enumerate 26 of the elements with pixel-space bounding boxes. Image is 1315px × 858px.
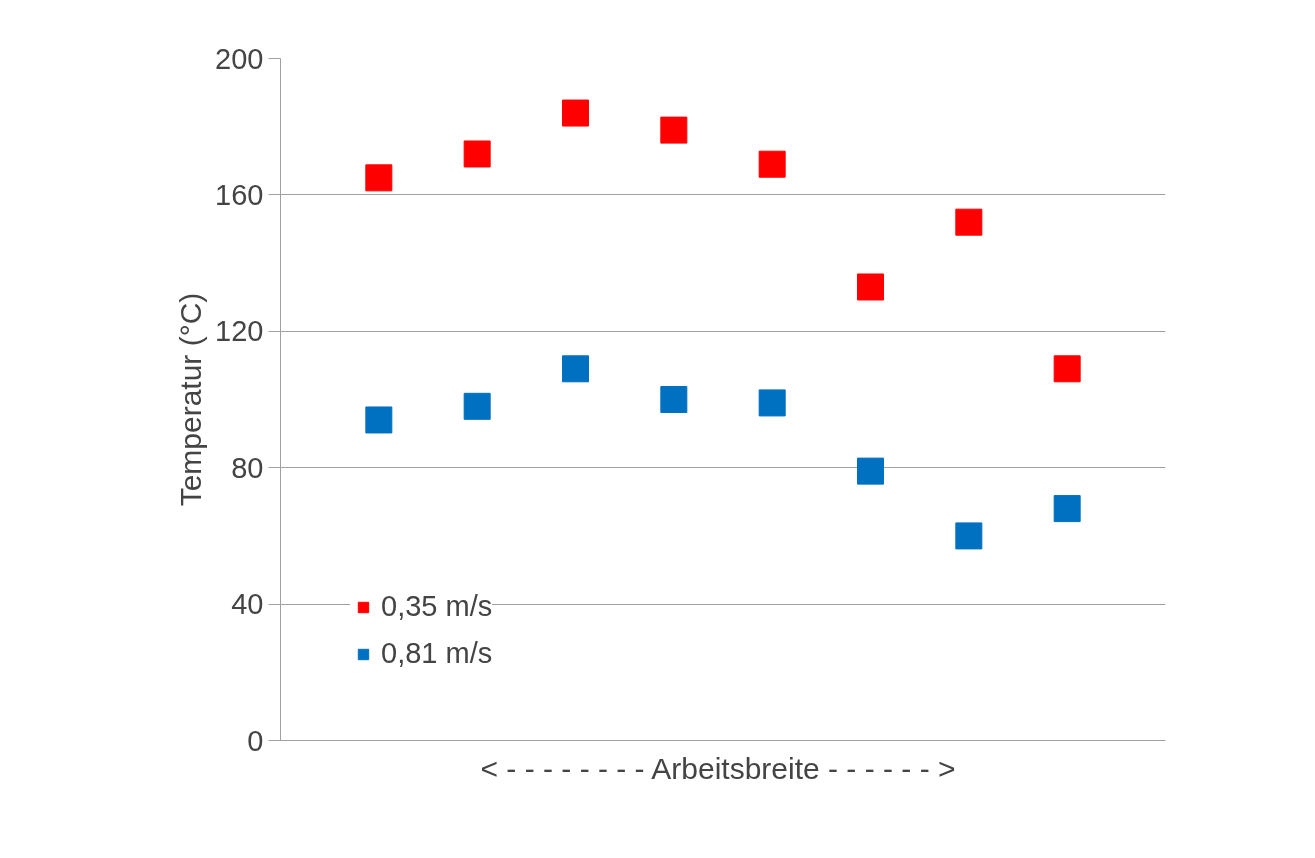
point xyxy=(365,406,393,434)
point xyxy=(758,389,786,417)
x-axis-title: < - - - - - - - - Arbeitsbreite - - - - - - > xyxy=(480,751,956,785)
point xyxy=(1053,355,1081,383)
y-tick-label: 0 xyxy=(247,724,264,757)
point xyxy=(463,392,491,420)
legend-label: 0,35 m/s xyxy=(381,590,493,623)
point xyxy=(955,522,983,550)
point xyxy=(562,99,589,127)
y-tick-label: 200 xyxy=(215,42,264,75)
point xyxy=(955,208,983,236)
point xyxy=(463,140,491,168)
y-tick-label: 80 xyxy=(231,451,264,484)
legend-label: 0,81 m/s xyxy=(381,637,493,670)
point xyxy=(857,273,884,301)
point xyxy=(660,116,688,144)
point xyxy=(562,355,589,383)
y-tick-label: 160 xyxy=(215,178,264,211)
point xyxy=(857,457,884,485)
y-axis-title: Temperatur (°C) xyxy=(174,292,208,507)
point xyxy=(758,150,786,178)
point xyxy=(660,386,688,413)
y-tick-label: 120 xyxy=(215,315,264,348)
point xyxy=(365,164,393,192)
point xyxy=(1053,495,1081,523)
y-tick-label: 40 xyxy=(231,588,264,621)
